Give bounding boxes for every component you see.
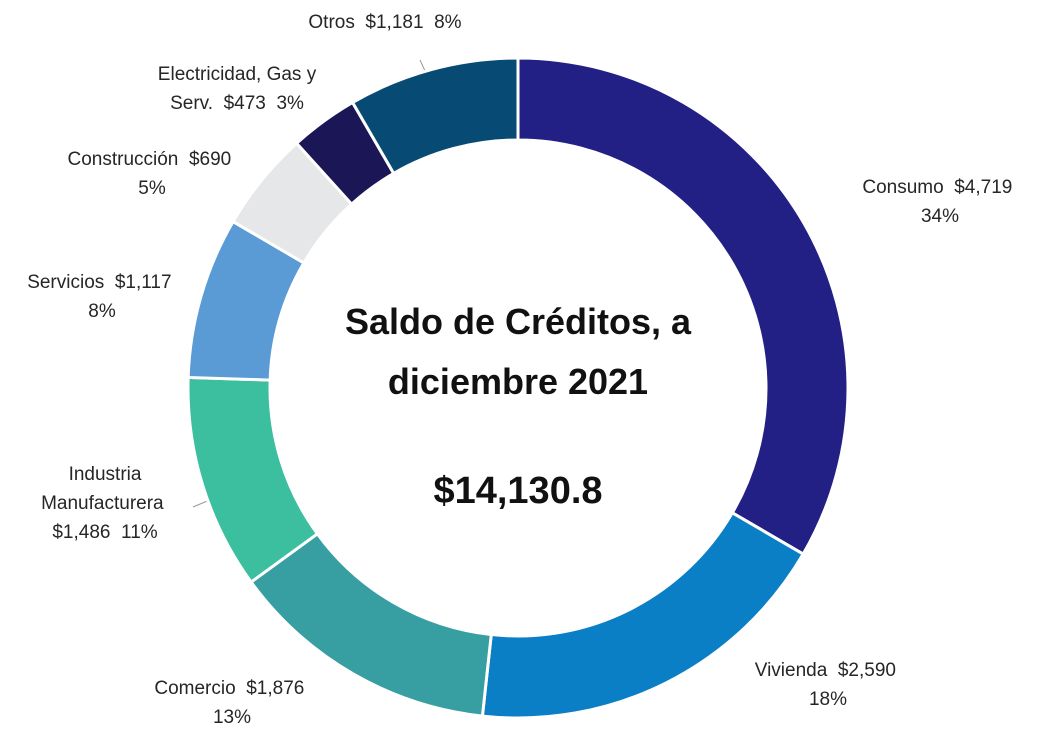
donut-slice (516, 56, 850, 557)
value-label: $1,486 (52, 522, 111, 543)
percent-label: 8% (434, 12, 462, 33)
chart-title: Saldo de Créditos, a diciembre 2021 (344, 301, 692, 402)
percent-label: 5% (138, 178, 166, 199)
slice-label: Vivienda $2,590 18% (728, 656, 928, 714)
category-label: Vivienda (754, 660, 828, 681)
category-label: Servicios (27, 272, 105, 293)
percent-label: 3% (276, 93, 304, 114)
category-label: Electricidad, Gas y Serv. (157, 64, 317, 114)
value-label: $690 (188, 149, 232, 170)
value-label: $473 (223, 93, 266, 114)
slice-label: Otros $1,181 8% (235, 8, 535, 37)
slice-label: Consumo $4,719 34% (830, 173, 1037, 231)
percent-label: 34% (920, 206, 960, 227)
slice-label: Construcción $690 5% (42, 145, 262, 203)
slice-label: Electricidad, Gas y Serv. $473 3% (142, 60, 332, 118)
slice-label: Servicios $1,117 8% (2, 268, 202, 326)
percent-label: 13% (212, 707, 252, 728)
value-label: $1,117 (114, 272, 172, 293)
slice-label: Comercio $1,876 13% (132, 674, 332, 732)
percent-label: 8% (88, 301, 116, 322)
value-label: $1,876 (246, 678, 305, 699)
slice-label: Industria Manufacturera $1,486 11% (30, 460, 180, 547)
value-label: $4,719 (954, 177, 1013, 198)
value-label: $1,181 (365, 12, 424, 33)
value-label: $2,590 (837, 660, 896, 681)
category-label: Consumo (862, 177, 944, 198)
total-label: $14,130.8 (433, 470, 603, 512)
category-label: Otros (308, 12, 355, 33)
category-label: Construcción (67, 149, 179, 170)
percent-label: 18% (808, 689, 848, 710)
percent-label: 11% (121, 522, 158, 543)
category-label: Industria Manufacturera (41, 464, 164, 514)
category-label: Comercio (154, 678, 236, 699)
donut-slice (350, 56, 520, 176)
